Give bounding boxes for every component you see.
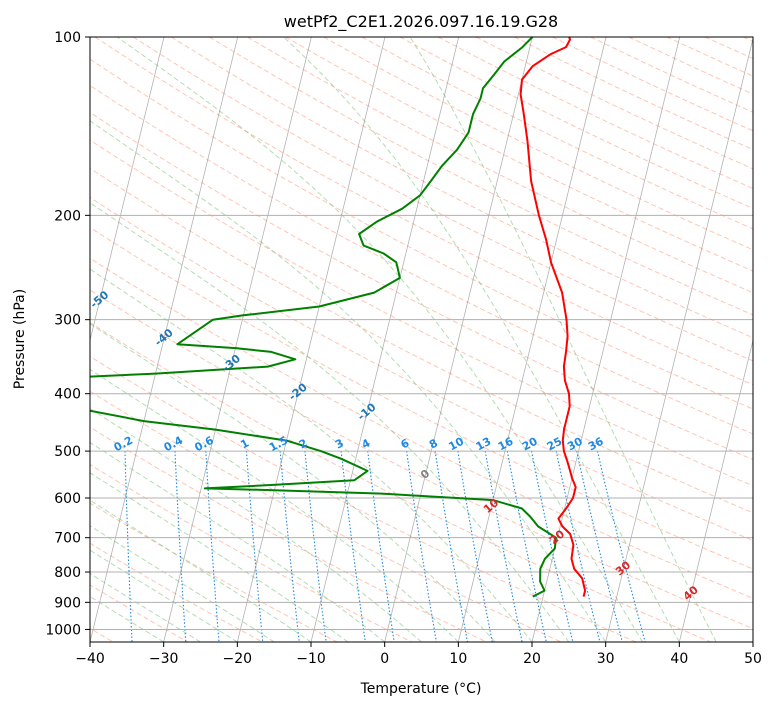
dry-adiabat-line xyxy=(90,355,637,642)
mixing-ratio-label: 30 xyxy=(565,435,585,454)
y-tick-label: 400 xyxy=(54,387,81,403)
moist-adiabat-line xyxy=(90,441,385,642)
isotherm-line xyxy=(678,338,753,642)
mixing-ratio-line xyxy=(205,451,220,642)
dry-adiabat-line xyxy=(90,426,487,642)
y-axis: 100 200 300 400 500 600 700 800 900 1000 xyxy=(45,30,90,638)
dry-adiabat-line xyxy=(90,111,753,461)
dry-adiabat-line xyxy=(90,463,413,642)
x-tick-label: −10 xyxy=(296,651,326,667)
mixing-ratio-label: 25 xyxy=(545,435,565,454)
isotherm-line xyxy=(310,37,460,642)
plot-frame xyxy=(89,36,754,643)
dry-adiabats xyxy=(90,37,753,642)
y-axis-label: Pressure (hPa) xyxy=(12,289,28,389)
moist-adiabat-line xyxy=(90,595,164,642)
mixing-ratio-line xyxy=(245,451,264,642)
mixing-ratio-line xyxy=(555,450,601,642)
isotherm-line xyxy=(90,37,239,642)
y-tick-label: 100 xyxy=(54,30,81,46)
moist-adiabat-line xyxy=(90,572,201,642)
y-tick-label: 600 xyxy=(54,491,81,507)
dry-adiabat-line xyxy=(90,390,562,642)
x-tick-label: 20 xyxy=(523,651,541,667)
dry-adiabat-line xyxy=(90,289,753,630)
dry-adiabat-line xyxy=(90,322,711,642)
dry-adiabat-line xyxy=(170,37,753,339)
moist-adiabat-line xyxy=(90,472,349,642)
data-series xyxy=(90,37,587,598)
y-tick-label: 900 xyxy=(54,595,81,611)
mixing-ratio-label: 16 xyxy=(496,435,516,454)
chart-title: wetPf2_C2E1.2026.097.16.19.G28 xyxy=(284,12,558,32)
moist-adiabat-line xyxy=(90,202,570,642)
y-tick-label: 800 xyxy=(54,565,81,581)
mixing-ratio-line xyxy=(304,451,327,642)
x-tick-label: 50 xyxy=(744,651,762,667)
x-tick-label: −40 xyxy=(75,651,105,667)
dry-adiabat-line xyxy=(90,502,338,642)
mixing-ratio-label: 20 xyxy=(520,435,540,454)
dry-adiabat-line xyxy=(90,542,263,642)
mixing-ratio-line xyxy=(279,451,300,642)
mixing-ratio-line xyxy=(174,451,187,642)
dry-adiabat-line xyxy=(90,226,753,570)
isotherms xyxy=(90,37,753,642)
y-tick-label: 1000 xyxy=(45,622,81,638)
isotherm-line xyxy=(384,37,533,642)
moist-adiabat-line xyxy=(90,120,607,642)
dry-adiabat-line xyxy=(94,37,753,386)
isotherm-line xyxy=(457,37,607,642)
mixing-ratio-line xyxy=(576,450,623,642)
dry-adiabat-line xyxy=(132,37,753,362)
temperature-profile-line xyxy=(519,37,587,597)
mixing-ratio-label: 13 xyxy=(474,435,494,454)
dry-adiabat-line xyxy=(90,196,753,542)
dewpoint-profile-line xyxy=(90,37,557,598)
moist-adiabat-line xyxy=(283,37,680,642)
isotherm-line xyxy=(163,37,312,642)
mixing-ratio-line xyxy=(406,451,437,642)
moist-adiabat-line xyxy=(90,323,496,642)
x-tick-label: −20 xyxy=(223,651,253,667)
y-tick-label: 300 xyxy=(54,313,81,329)
x-axis-label: Temperature (°C) xyxy=(360,681,482,697)
isotherm-line xyxy=(236,37,386,642)
moist-adiabat-line xyxy=(116,37,643,642)
y-tick-label: 500 xyxy=(54,444,81,460)
mixing-ratio-line xyxy=(340,451,366,642)
mixing-ratio-label: 10 xyxy=(446,435,466,454)
x-tick-label: 0 xyxy=(380,651,389,667)
pressure-gridlines xyxy=(90,37,753,630)
moist-adiabat-line xyxy=(409,37,717,642)
dry-adiabat-line xyxy=(90,84,753,435)
dry-adiabat-line xyxy=(247,37,753,294)
x-tick-label: −30 xyxy=(149,651,179,667)
y-tick-label: 700 xyxy=(54,531,81,547)
x-tick-label: 10 xyxy=(449,651,467,667)
y-tick-label: 200 xyxy=(54,208,81,224)
x-tick-label: 40 xyxy=(670,651,688,667)
mixing-ratio-label: 36 xyxy=(586,435,606,454)
isotherm-line xyxy=(605,37,753,642)
x-tick-label: 30 xyxy=(597,651,615,667)
moist-adiabat-line xyxy=(90,268,533,642)
x-axis: −40 −30 −20 −10 0 10 20 30 40 50 xyxy=(75,642,762,667)
